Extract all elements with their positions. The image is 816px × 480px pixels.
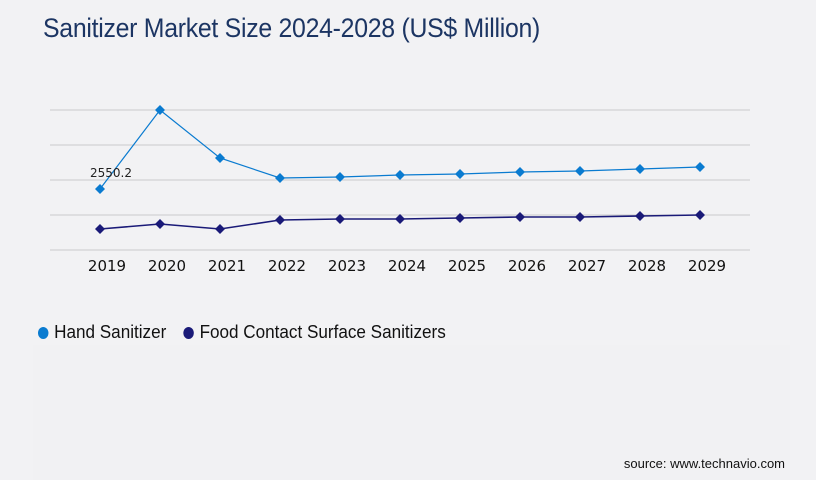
x-tick-label: 2026 (508, 257, 546, 275)
x-tick-label: 2023 (328, 257, 366, 275)
background-panel (33, 345, 790, 480)
x-tick-label: 2022 (268, 257, 306, 275)
data-point[interactable] (275, 215, 285, 226)
legend-item-hand-sanitizer[interactable]: Hand Sanitizer (38, 322, 166, 343)
data-label: 2550.2 (90, 166, 132, 180)
data-point[interactable] (695, 161, 705, 172)
legend: Hand Sanitizer Food Contact Surface Sani… (38, 322, 463, 343)
data-point[interactable] (275, 173, 285, 184)
gridlines (50, 109, 750, 251)
data-point[interactable] (335, 214, 345, 225)
series-points (95, 104, 705, 234)
legend-label: Food Contact Surface Sanitizers (199, 322, 446, 342)
x-tick-label: 2024 (388, 257, 426, 275)
data-point[interactable] (635, 163, 645, 174)
data-point[interactable] (95, 223, 105, 234)
data-point[interactable] (575, 211, 585, 222)
data-point[interactable] (635, 211, 645, 222)
data-point[interactable] (155, 218, 165, 229)
legend-marker-icon (38, 326, 49, 339)
x-tick-label: 2028 (628, 257, 666, 275)
x-tick-label: 2021 (208, 257, 246, 275)
legend-label: Hand Sanitizer (54, 322, 167, 342)
source-credit: source: www.technavio.com (623, 456, 785, 471)
x-tick-label: 2019 (88, 257, 126, 275)
x-axis-ticks: 2019 2020 2021 2022 2023 2024 2025 2026 2027 2028… (88, 257, 726, 275)
series-lines (99, 109, 701, 230)
line-chart: 2019 2020 2021 2022 2023 2024 2025 2026 2027 2028… (50, 104, 750, 275)
data-point[interactable] (395, 214, 405, 225)
legend-item-food-contact[interactable]: Food Contact Surface Sanitizers (183, 322, 446, 343)
data-point[interactable] (395, 169, 405, 180)
data-point[interactable] (575, 165, 585, 176)
x-tick-label: 2027 (568, 257, 606, 275)
data-point[interactable] (455, 168, 465, 179)
data-point[interactable] (335, 171, 345, 182)
x-tick-label: 2020 (148, 257, 186, 275)
data-point[interactable] (155, 104, 165, 115)
data-point[interactable] (515, 211, 525, 222)
x-tick-label: 2029 (688, 257, 726, 275)
chart-title: Sanitizer Market Size 2024-2028 (US$ Mil… (43, 13, 541, 43)
data-point[interactable] (95, 184, 105, 194)
data-labels: 2550.2 (90, 166, 132, 180)
data-point[interactable] (515, 166, 525, 177)
x-tick-label: 2025 (448, 257, 486, 275)
data-point[interactable] (695, 210, 705, 221)
legend-marker-icon (183, 326, 194, 339)
data-point[interactable] (455, 212, 465, 223)
data-point[interactable] (215, 153, 225, 164)
data-point[interactable] (215, 223, 225, 234)
